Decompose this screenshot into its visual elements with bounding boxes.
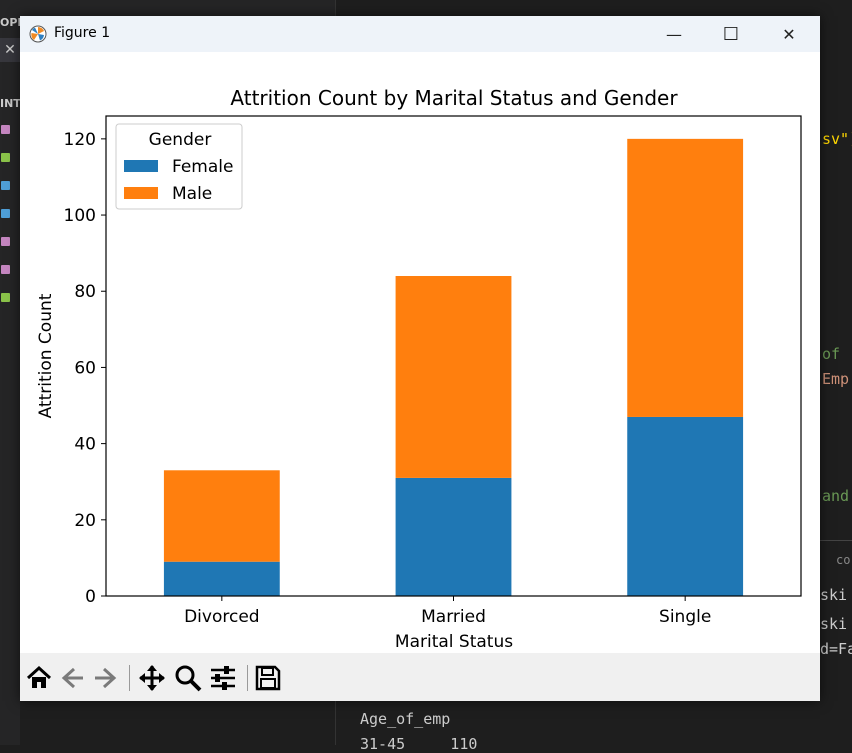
python-file-icon[interactable] [1, 181, 10, 190]
image-file-icon[interactable] [1, 237, 10, 246]
bar-male-divorced [163, 470, 280, 562]
ide-sidebar [0, 0, 20, 745]
subplots-button[interactable] [208, 663, 238, 693]
bar-female-married [395, 477, 512, 596]
python-file-icon[interactable] [1, 209, 10, 218]
legend-label-female: Female [172, 157, 233, 177]
legend-swatch-female [124, 160, 158, 172]
y-tick-label: 60 [74, 358, 96, 378]
title-bar: Figure 1 — ☐ ✕ [20, 16, 820, 52]
legend-label-male: Male [172, 184, 212, 204]
bar-female-divorced [163, 561, 280, 596]
code-fragment: Emp [822, 370, 850, 388]
ide-section-int: INT [0, 97, 21, 110]
terminal-line: 31-45 110 [360, 735, 478, 753]
ide-editor-top [335, 0, 852, 16]
code-fragment: sv") [822, 130, 852, 148]
x-tick-label: Single [659, 607, 711, 627]
terminal: Age_of_emp 31-45 110 [335, 700, 852, 753]
window-title: Figure 1 [54, 25, 111, 41]
terminal-line: Age_of_emp [360, 710, 451, 728]
matplotlib-logo-icon [29, 25, 47, 43]
figure-window: Figure 1 — ☐ ✕ Attrition Count by Marita… [20, 16, 820, 701]
code-fragment: of [822, 345, 841, 363]
y-axis-label: Attrition Count [36, 293, 56, 418]
legend: Gender Female Male [115, 123, 243, 210]
y-tick-label: 40 [74, 435, 96, 455]
save-button[interactable] [253, 663, 283, 693]
bar-male-single [627, 138, 744, 417]
plot-canvas[interactable]: Attrition Count by Marital Status and Ge… [20, 52, 820, 653]
code-fragment: and [822, 487, 850, 505]
zoom-icon [175, 665, 202, 692]
pan-button[interactable] [137, 663, 167, 693]
maximize-button[interactable]: ☐ [722, 23, 740, 45]
save-icon [255, 665, 281, 691]
arrow-right-icon [95, 667, 117, 689]
ide-tab-close-icon[interactable]: ✕ [0, 38, 20, 62]
sheet-file-icon[interactable] [1, 153, 10, 162]
y-tick-label: 120 [64, 130, 96, 150]
terminal-divider [820, 540, 852, 541]
x-axis-label: Marital Status [395, 632, 513, 652]
toolbar-separator [129, 665, 130, 691]
y-tick-label: 0 [85, 587, 96, 607]
code-fragment: d=Fa [820, 640, 852, 658]
x-tick-label: Divorced [184, 607, 260, 627]
x-tick-label: Married [421, 607, 486, 627]
ide-section-open: OPE [0, 16, 25, 29]
minimize-button[interactable]: — [666, 24, 682, 44]
legend-title: Gender [149, 130, 212, 150]
chart-title: Attrition Count by Marital Status and Ge… [230, 86, 678, 110]
y-tick-label: 80 [74, 282, 96, 302]
image-file-icon[interactable] [1, 265, 10, 274]
code-fragment: ski [820, 586, 848, 604]
sliders-icon [211, 666, 235, 690]
bar-male-married [395, 276, 512, 478]
close-button[interactable]: ✕ [782, 24, 796, 44]
home-icon [26, 665, 52, 688]
sheet-file-icon[interactable] [1, 293, 10, 302]
ide-sidebar-top [0, 0, 335, 16]
image-file-icon[interactable] [1, 125, 10, 134]
bar-female-single [627, 416, 744, 596]
legend-swatch-male [124, 187, 158, 199]
y-tick-label: 20 [74, 511, 96, 531]
home-button[interactable] [24, 663, 54, 693]
ide-editor [820, 16, 852, 745]
toolbar [20, 653, 820, 701]
move-icon [139, 665, 165, 691]
back-button[interactable] [58, 663, 88, 693]
chart: Attrition Count by Marital Status and Ge… [36, 86, 802, 652]
y-tick-label: 100 [64, 206, 96, 226]
code-fragment: ski [820, 615, 848, 633]
arrow-left-icon [61, 667, 83, 689]
code-fragment: co [836, 553, 851, 567]
forward-button[interactable] [90, 663, 120, 693]
toolbar-separator [247, 665, 248, 691]
axes-frame [105, 115, 802, 597]
zoom-button[interactable] [173, 663, 203, 693]
